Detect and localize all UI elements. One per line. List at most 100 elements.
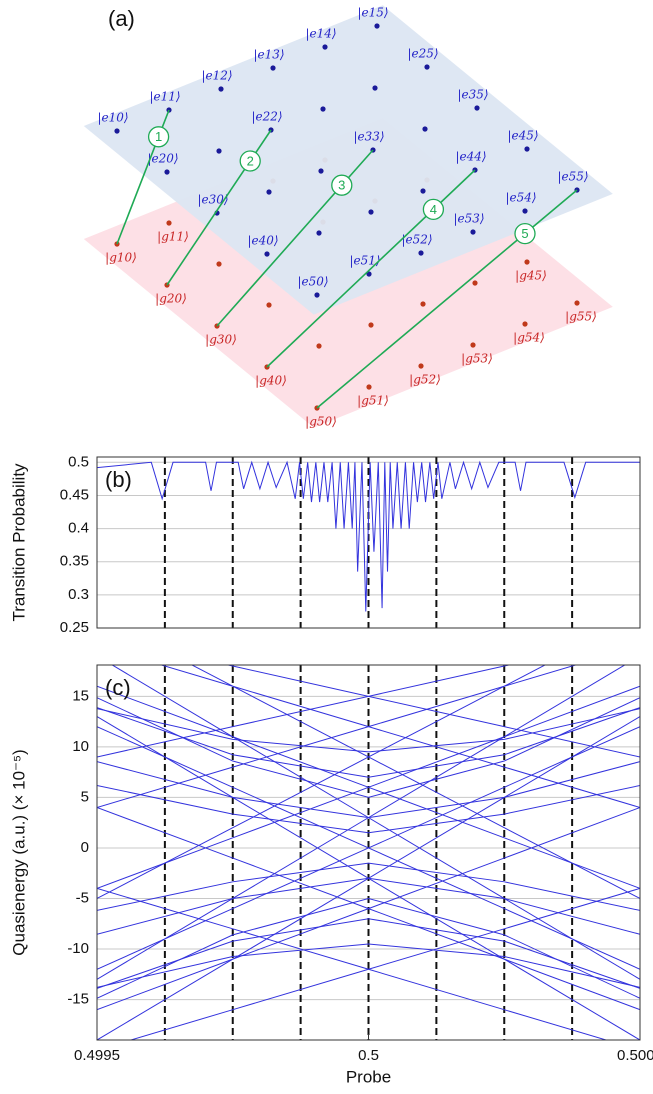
ground-state-dot bbox=[368, 322, 374, 328]
excited-state-dot bbox=[216, 148, 222, 154]
panel-label: (a) bbox=[108, 6, 135, 31]
data-line bbox=[97, 697, 640, 798]
excited-label: |e44⟩ bbox=[455, 150, 486, 164]
y-tick-label: 0.25 bbox=[60, 619, 89, 636]
excited-state-dot bbox=[264, 251, 270, 257]
data-line bbox=[97, 785, 640, 834]
excited-label: |e50⟩ bbox=[297, 275, 328, 289]
ground-state-dot bbox=[574, 300, 580, 306]
y-axis-title: Transition Probability bbox=[9, 463, 28, 622]
x-tick-label: 0.4995 bbox=[74, 1047, 120, 1064]
transition-marker bbox=[147, 126, 170, 148]
data-line bbox=[97, 665, 512, 758]
ground-label: |g11⟩ bbox=[157, 230, 189, 244]
excited-plane bbox=[83, 5, 613, 315]
data-line bbox=[97, 807, 640, 1011]
data-line bbox=[97, 460, 640, 612]
y-tick-label: 0.5 bbox=[68, 453, 89, 470]
excited-state-dot bbox=[420, 188, 426, 194]
y-tick-label: 10 bbox=[72, 738, 89, 755]
excited-label: |e10⟩ bbox=[97, 111, 128, 125]
excited-label: |e20⟩ bbox=[147, 152, 178, 166]
ground-state-dot bbox=[418, 363, 424, 369]
plot-frame bbox=[96, 456, 641, 629]
ground-state-dot bbox=[216, 261, 222, 267]
transition-number: 1 bbox=[155, 129, 162, 144]
y-tick-label: -15 bbox=[67, 991, 89, 1008]
excited-state-dot bbox=[524, 146, 530, 152]
excited-label: |e51⟩ bbox=[349, 254, 380, 268]
excited-label: |e45⟩ bbox=[507, 129, 538, 143]
ground-label: |g40⟩ bbox=[255, 374, 287, 388]
transition-marker bbox=[514, 222, 536, 245]
ground-label: |g45⟩ bbox=[515, 269, 547, 283]
excited-state-dot bbox=[314, 292, 320, 298]
ground-state-dot bbox=[472, 280, 478, 286]
y-tick-label: 5 bbox=[81, 788, 89, 805]
transition-marker bbox=[239, 150, 261, 172]
data-line bbox=[97, 918, 640, 989]
excited-label: |e13⟩ bbox=[253, 48, 284, 62]
excited-state-dot bbox=[474, 105, 480, 111]
ground-state-dot bbox=[522, 321, 528, 327]
excited-state-dot bbox=[218, 86, 224, 92]
data-line bbox=[97, 897, 640, 999]
ground-state-dot bbox=[316, 343, 322, 349]
excited-state-dot bbox=[368, 209, 374, 215]
x-axis-title: Probe bbox=[346, 1067, 391, 1086]
excited-state-dot bbox=[270, 65, 276, 71]
excited-label: |e54⟩ bbox=[505, 191, 536, 205]
ground-label: |g30⟩ bbox=[205, 333, 237, 347]
ground-state-dot bbox=[420, 301, 426, 307]
ground-label: |g50⟩ bbox=[305, 415, 337, 429]
excited-state-dot bbox=[470, 229, 476, 235]
y-tick-label: -5 bbox=[76, 889, 89, 906]
data-line bbox=[129, 887, 640, 1040]
y-tick-label: 0 bbox=[81, 839, 89, 856]
ground-state-dot bbox=[470, 342, 476, 348]
excited-state-dot bbox=[322, 44, 328, 50]
excited-label: |e52⟩ bbox=[401, 233, 432, 247]
ground-label: |g51⟩ bbox=[357, 394, 389, 408]
y-tick-label: 0.3 bbox=[68, 586, 89, 603]
excited-label: |e14⟩ bbox=[305, 27, 336, 41]
transition-number: 3 bbox=[338, 178, 345, 193]
x-tick-label: 0.5005 bbox=[617, 1047, 653, 1064]
excited-state-dot bbox=[424, 64, 430, 70]
data-line bbox=[97, 665, 626, 980]
ground-label: |g55⟩ bbox=[565, 310, 597, 324]
excited-label: |e40⟩ bbox=[247, 234, 278, 248]
data-line bbox=[97, 707, 640, 778]
excited-label: |e35⟩ bbox=[457, 88, 488, 102]
panel-label: (c) bbox=[105, 675, 131, 700]
y-tick-label: 0.45 bbox=[60, 486, 89, 503]
excited-state-dot bbox=[114, 128, 120, 134]
excited-label: |e30⟩ bbox=[197, 193, 228, 207]
data-line bbox=[97, 862, 640, 911]
excited-state-dot bbox=[372, 85, 378, 91]
transition-number: 2 bbox=[247, 153, 254, 168]
excited-label: |e15⟩ bbox=[357, 6, 388, 20]
transition-line bbox=[316, 189, 578, 409]
excited-label: |e53⟩ bbox=[453, 212, 484, 226]
ground-label: |g54⟩ bbox=[513, 331, 545, 345]
ground-state-dot bbox=[366, 384, 372, 390]
x-tick-label: 0.5 bbox=[358, 1047, 379, 1064]
ground-label: |g52⟩ bbox=[409, 373, 441, 387]
excited-state-dot bbox=[374, 23, 380, 29]
ground-label: |g20⟩ bbox=[155, 292, 187, 306]
excited-state-dot bbox=[266, 189, 272, 195]
data-line bbox=[97, 943, 640, 988]
y-tick-label: 0.35 bbox=[60, 553, 89, 570]
excited-label: |e11⟩ bbox=[149, 90, 180, 104]
excited-state-dot bbox=[164, 169, 170, 175]
excited-state-dot bbox=[316, 230, 322, 236]
ground-state-dot bbox=[266, 302, 272, 308]
transition-marker bbox=[331, 174, 353, 196]
data-line bbox=[97, 708, 640, 753]
excited-state-dot bbox=[418, 250, 424, 256]
transition-number: 5 bbox=[521, 226, 528, 241]
excited-label: |e22⟩ bbox=[251, 110, 282, 124]
transition-marker bbox=[422, 198, 445, 221]
